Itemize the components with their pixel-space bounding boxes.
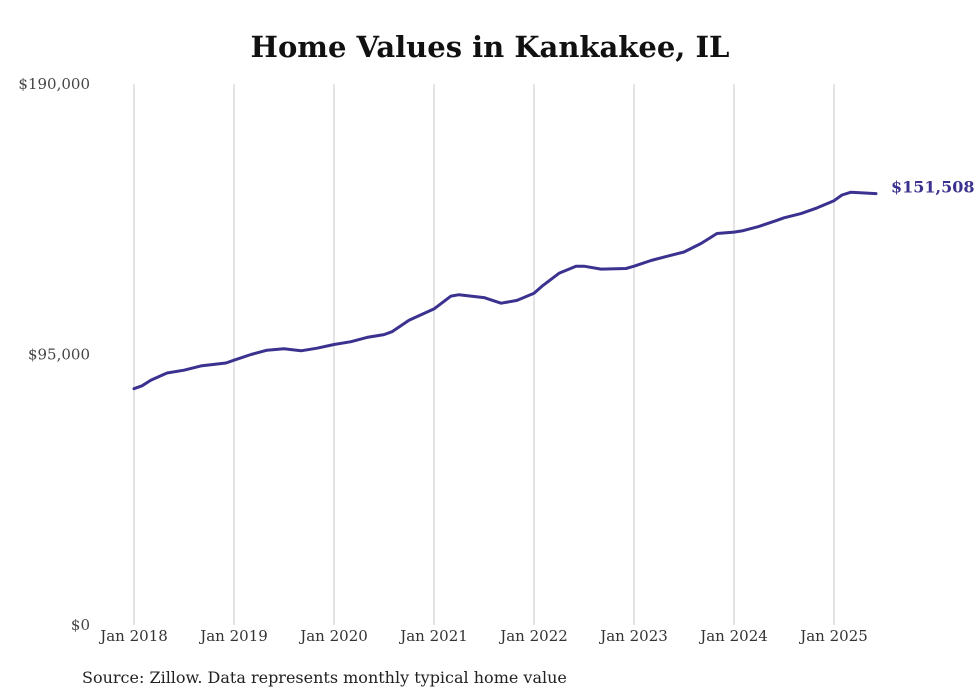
- y-tick-label: $190,000: [18, 75, 90, 93]
- x-tick-label: Jan 2024: [698, 627, 768, 645]
- x-axis-ticks: Jan 2018 Jan 2019 Jan 2020 Jan 2021 Jan 2022…: [98, 627, 868, 645]
- chart-title: Home Values in Kankakee, IL: [250, 30, 730, 64]
- y-tick-label: $95,000: [28, 346, 90, 364]
- y-axis-ticks: $0 $95,000 $190,000: [18, 75, 90, 634]
- x-tick-label: Jan 2021: [398, 627, 468, 645]
- source-note: Source: Zillow. Data represents monthly …: [82, 668, 567, 687]
- x-tick-label: Jan 2023: [598, 627, 668, 645]
- x-tick-label: Jan 2025: [798, 627, 868, 645]
- x-tick-label: Jan 2018: [98, 627, 168, 645]
- series-line: [132, 190, 878, 391]
- x-tick-label: Jan 2019: [198, 627, 268, 645]
- gridlines: [133, 84, 835, 625]
- end-value-label: $151,508: [891, 178, 975, 197]
- y-tick-label: $0: [71, 616, 90, 634]
- x-tick-label: Jan 2020: [298, 627, 368, 645]
- x-tick-label: Jan 2022: [498, 627, 568, 645]
- series-layer: $151,508: [132, 178, 975, 391]
